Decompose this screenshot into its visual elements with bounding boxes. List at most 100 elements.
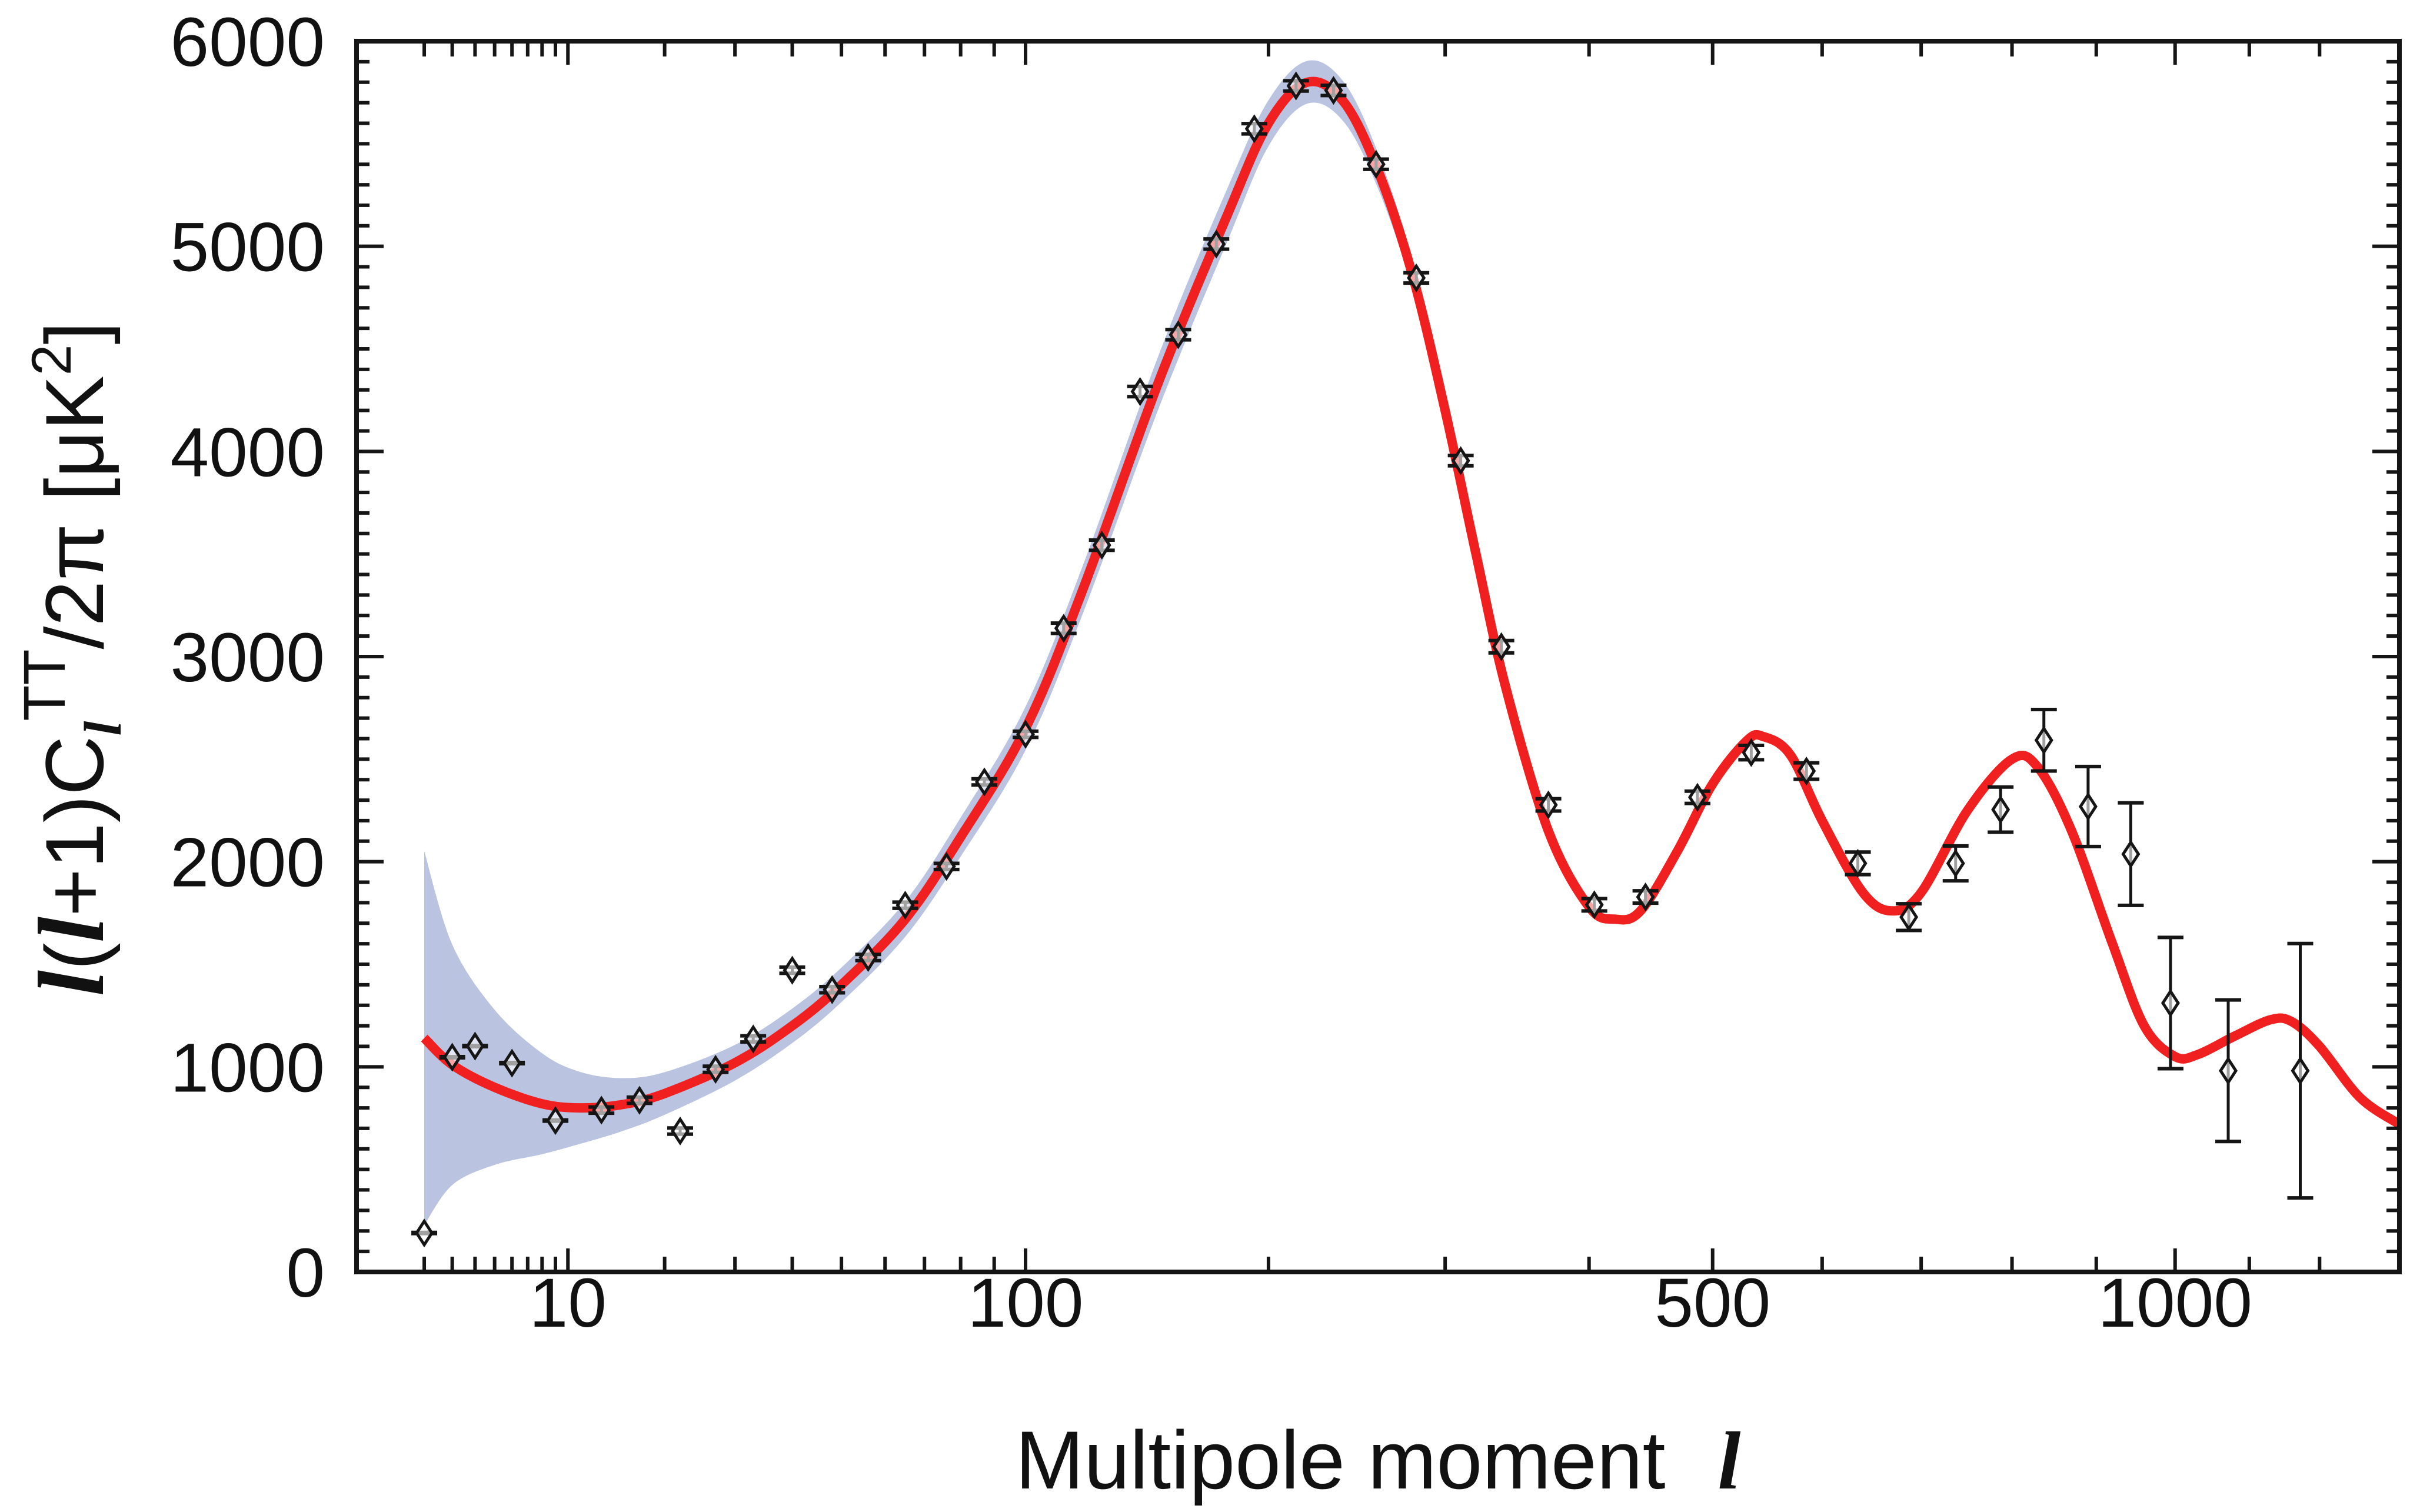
diamond-marker <box>1451 446 1470 475</box>
tick-labels: 10 100 500 1000 0 1000 2000 3000 4000 5000 6000 <box>170 4 2252 1342</box>
diamond-marker <box>2219 1056 2238 1085</box>
data-point <box>819 975 846 1004</box>
diamond-marker <box>1130 377 1150 407</box>
data-point <box>1896 902 1922 932</box>
model-curve <box>421 76 2399 1128</box>
data-point <box>703 1054 729 1084</box>
diamond-marker <box>1324 76 1343 105</box>
data-point <box>1488 632 1514 661</box>
data-point <box>1320 76 1347 105</box>
y-label-sup: TT <box>12 649 78 721</box>
x-tick-label: 1000 <box>2098 1264 2252 1342</box>
y-axis-label: l(l+1)ClTT/2π [μK2] <box>12 322 132 997</box>
diamond-marker <box>823 975 842 1004</box>
diamond-marker <box>1244 114 1264 144</box>
y-label-mid: +1)C <box>28 736 121 917</box>
data-point <box>588 1095 615 1125</box>
data-point <box>439 1043 465 1072</box>
data-point <box>933 852 960 881</box>
diamond-marker <box>1407 263 1426 292</box>
diamond-marker <box>1946 848 1965 878</box>
y-label-sup2: 2 <box>21 344 83 375</box>
data-point <box>1684 782 1710 812</box>
data-point <box>1203 229 1230 259</box>
diamond-marker <box>1169 320 1188 349</box>
diamond-marker <box>937 852 956 881</box>
y-label-close: ] <box>28 322 121 345</box>
diamond-marker <box>1687 782 1707 812</box>
data-point <box>1793 756 1820 786</box>
data-point <box>2118 801 2144 907</box>
x-tick-label: 500 <box>1655 1264 1770 1342</box>
diamond-marker <box>465 1031 485 1061</box>
data-point <box>2030 707 2057 773</box>
data-point <box>1738 738 1765 767</box>
y-tick-label: 0 <box>286 1234 325 1312</box>
data-point <box>1447 446 1474 475</box>
diamond-marker <box>744 1024 763 1054</box>
diamond-marker <box>1585 890 1604 920</box>
diamond-marker <box>2078 792 2098 821</box>
y-tick-label: 4000 <box>170 414 325 491</box>
diamond-marker <box>1207 229 1226 259</box>
data-point <box>1363 149 1389 179</box>
diamond-marker <box>1366 149 1386 179</box>
data-point <box>1988 785 2014 834</box>
y-tick-label: 1000 <box>170 1029 325 1107</box>
diamond-marker <box>546 1106 565 1135</box>
x-tick-label: 100 <box>968 1264 1084 1342</box>
data-point <box>1535 790 1562 820</box>
x-axis-label: Multipole moment l <box>1016 1414 1741 1507</box>
data-point <box>855 942 881 973</box>
data-point <box>779 955 805 985</box>
x-axis-label-symbol: l <box>1717 1416 1740 1507</box>
data-point <box>892 890 918 920</box>
diamond-marker <box>2034 725 2053 755</box>
data-point <box>2075 764 2101 848</box>
data-point <box>462 1031 488 1061</box>
data-point <box>1165 320 1191 349</box>
model-curve-layer <box>421 76 2399 1128</box>
data-point <box>499 1048 525 1078</box>
data-point <box>1632 882 1659 912</box>
diamond-marker <box>442 1043 462 1072</box>
x-tick-label: 10 <box>530 1264 607 1342</box>
diamond-marker <box>1286 71 1306 101</box>
axes <box>354 39 2402 1274</box>
diamond-marker <box>975 767 994 797</box>
data-point <box>1845 848 1871 878</box>
diamond-marker <box>502 1048 522 1078</box>
y-label-open: ( <box>28 942 121 970</box>
y-tick-label: 5000 <box>170 209 325 287</box>
data-point <box>1013 720 1039 749</box>
data-point <box>1127 377 1153 407</box>
data-point <box>1283 71 1309 101</box>
y-tick-label: 6000 <box>170 4 325 81</box>
diamond-marker <box>1991 795 2010 824</box>
data-point <box>2215 998 2242 1144</box>
y-tick-label: 2000 <box>170 824 325 902</box>
diamond-marker <box>2291 1056 2310 1085</box>
data-point <box>667 1116 693 1146</box>
diamond-marker <box>783 955 802 985</box>
diamond-marker <box>858 942 878 973</box>
data-point <box>1403 263 1430 292</box>
data-point <box>971 767 998 797</box>
diamond-marker <box>896 890 915 920</box>
diamond-marker <box>630 1085 649 1115</box>
diamond-marker <box>706 1054 725 1084</box>
uncertainty-band-layer <box>424 60 1589 1225</box>
diamond-marker <box>671 1116 690 1146</box>
diamond-marker <box>1742 738 1761 767</box>
data-point <box>542 1106 569 1135</box>
diamond-marker <box>1054 614 1073 643</box>
y-label-sub: l <box>74 721 132 736</box>
diamond-marker <box>1492 632 1511 661</box>
y-label-tail: /2π [μK <box>28 375 121 649</box>
data-point <box>1050 614 1077 643</box>
y-label-l2: l <box>19 916 124 942</box>
diamond-marker <box>1899 902 1919 932</box>
uncertainty-band <box>424 60 1589 1225</box>
diamond-marker <box>1539 790 1558 820</box>
